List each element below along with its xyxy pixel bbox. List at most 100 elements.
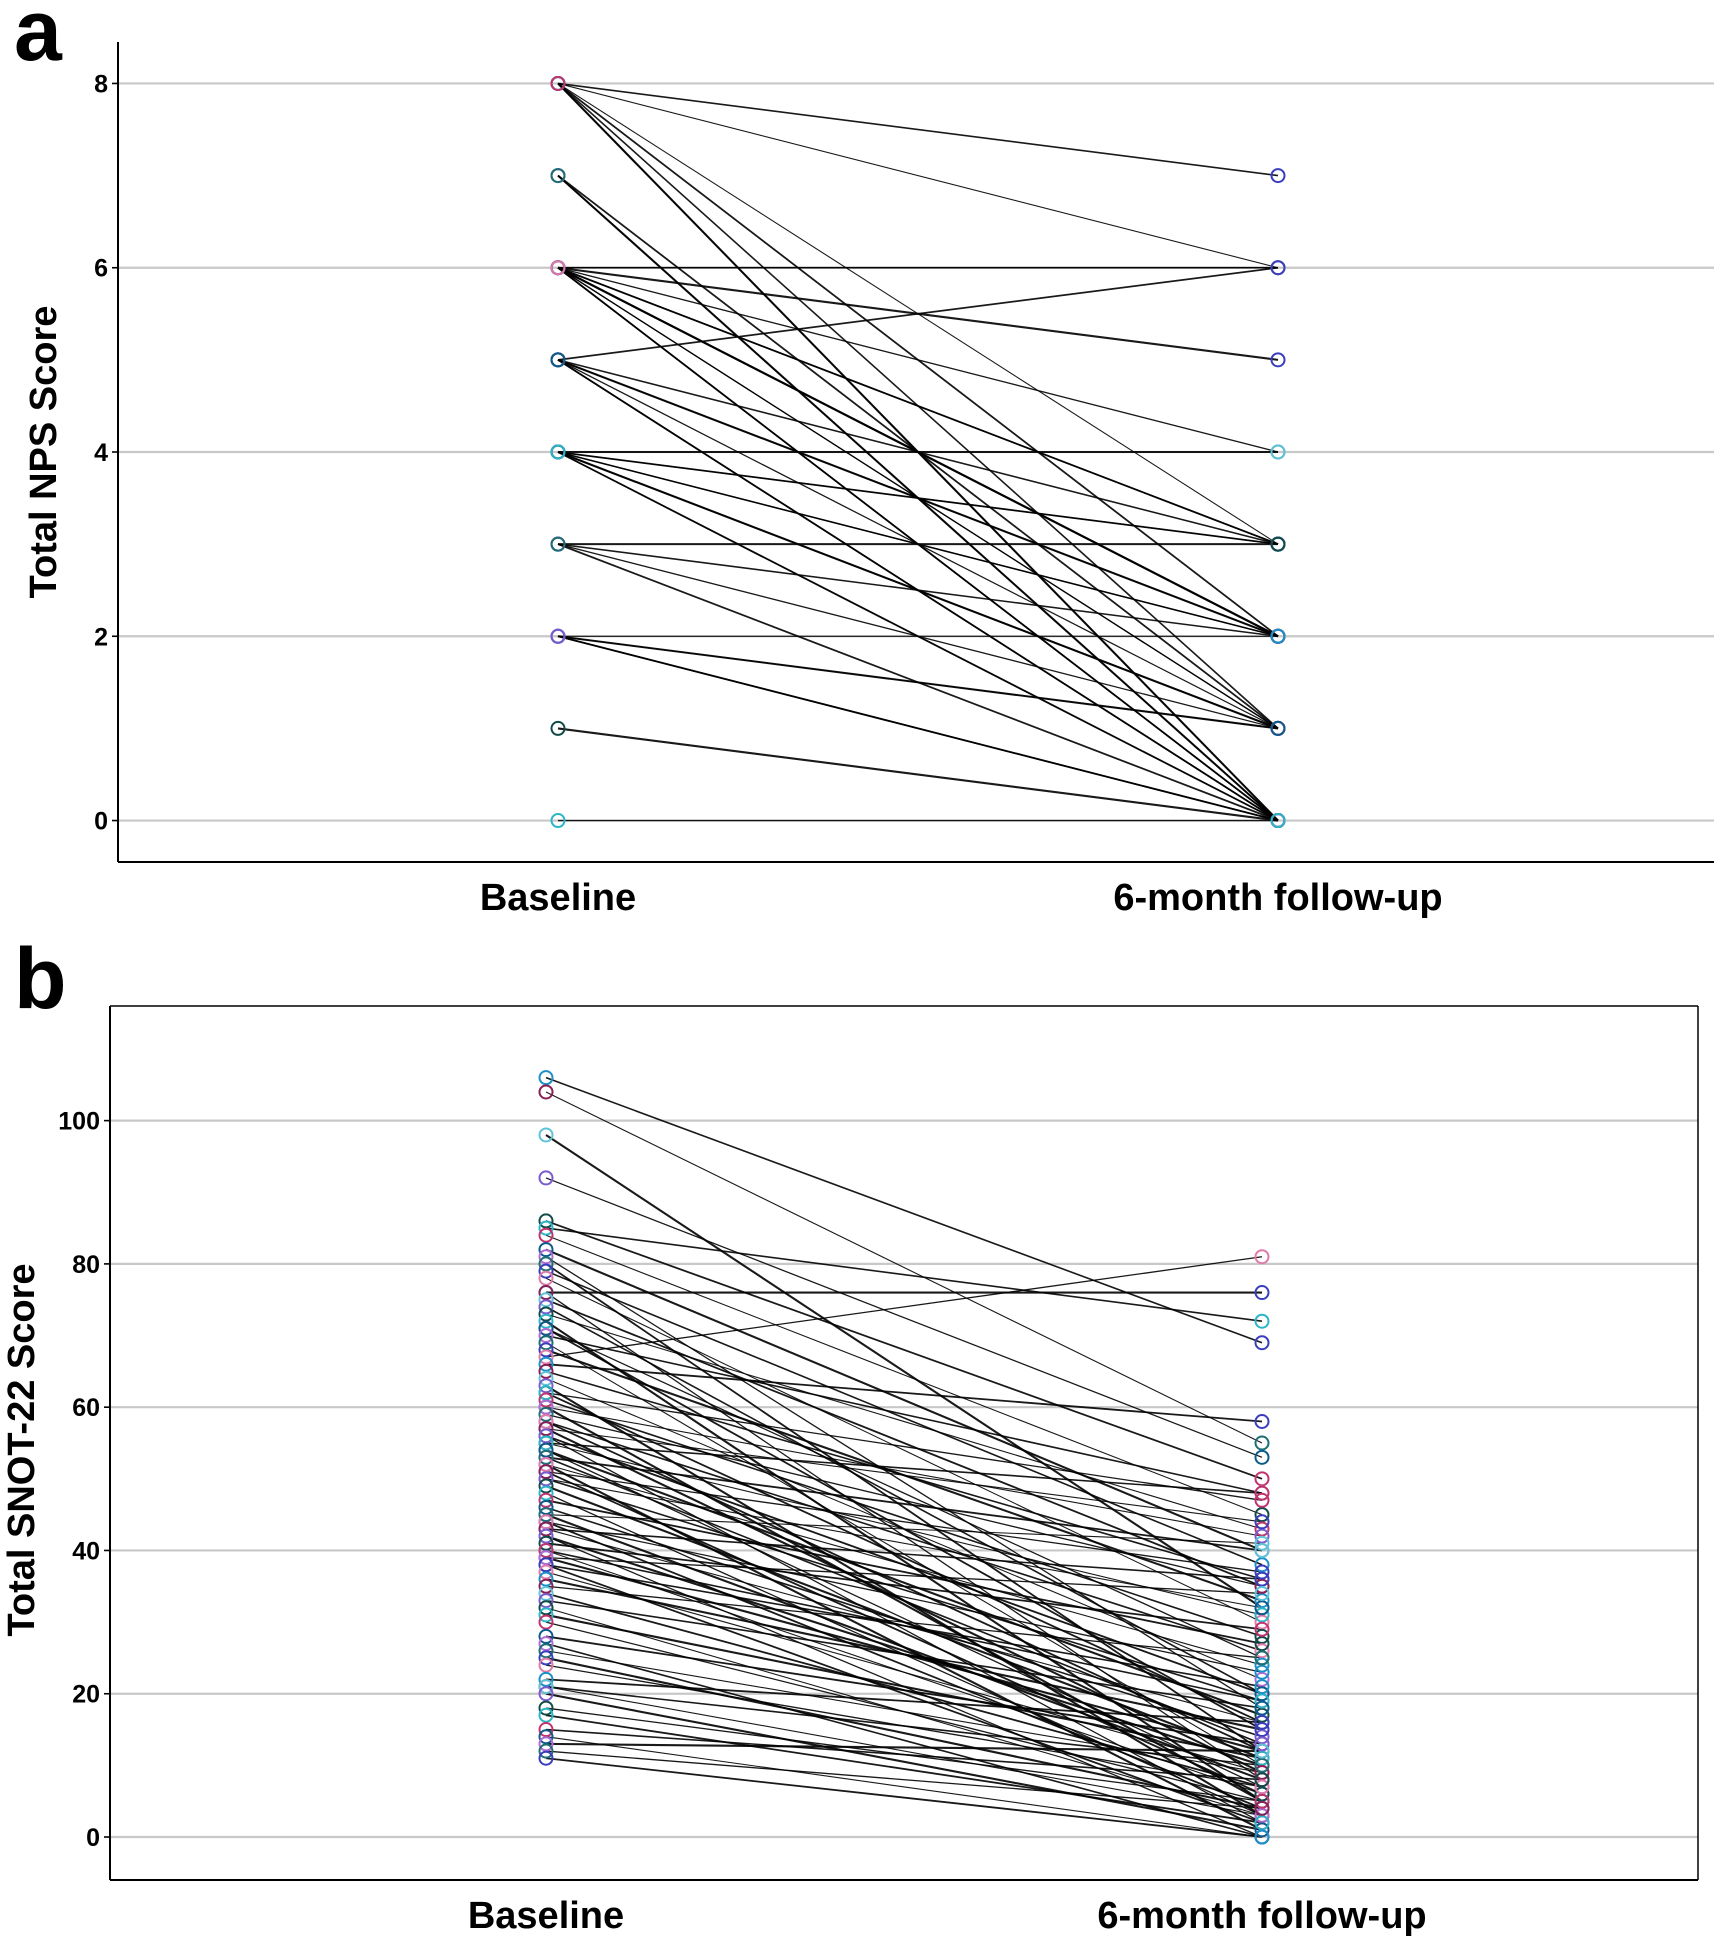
paired-line [545,1392,1263,1724]
baseline-point [538,1399,554,1415]
paired-line [545,1256,1263,1709]
baseline-point [550,536,566,552]
baseline-point [538,1542,554,1558]
paired-line [545,1270,1263,1566]
followup-point [1254,1714,1270,1730]
paired-line [545,1277,1263,1623]
followup-point [1254,1600,1270,1616]
followup-point [1254,1492,1270,1508]
panel-b-paired-lines [545,1076,1263,1838]
followup-point [1254,1528,1270,1544]
paired-line [545,1478,1263,1609]
paired-line [557,727,1279,822]
followup-point [1254,1507,1270,1523]
baseline-point [538,1722,554,1738]
followup-point [1254,1514,1270,1530]
followup-point [1254,1793,1270,1809]
panel-a-category-baseline: Baseline [480,877,636,919]
paired-line [545,1514,1263,1544]
followup-point [1254,1607,1270,1623]
followup-point [1254,1750,1270,1766]
baseline-point [538,1636,554,1652]
followup-point [1254,1657,1270,1673]
baseline-point [538,1449,554,1465]
y-tick-label: 6 [94,255,108,283]
baseline-point [538,1600,554,1616]
followup-point [1254,1757,1270,1773]
paired-line [545,1248,1263,1552]
followup-point [1254,1650,1270,1666]
paired-line [545,1313,1263,1530]
followup-point [1254,1686,1270,1702]
paired-line [545,1599,1263,1709]
baseline-point [538,1729,554,1745]
baseline-point [538,1499,554,1515]
followup-point [1270,813,1286,829]
paired-line [545,1076,1263,1344]
followup-point [1254,1628,1270,1644]
followup-point [1254,1578,1270,1594]
baseline-point [538,1356,554,1372]
baseline-point [538,1414,554,1430]
paired-line [545,1399,1263,1638]
baseline-point [538,1263,554,1279]
paired-line [545,1585,1263,1659]
followup-point [1254,1471,1270,1487]
followup-point [1254,1779,1270,1795]
y-tick-label: 40 [72,1537,100,1565]
baseline-point [538,1736,554,1752]
followup-point [1254,1643,1270,1659]
followup-point [1254,1249,1270,1265]
paired-line [545,1757,1263,1838]
baseline-point [538,1507,554,1523]
baseline-point [538,1607,554,1623]
baseline-point [550,75,566,91]
followup-point [1254,1335,1270,1351]
paired-line [545,1334,1263,1494]
panel-a-paired-lines [557,82,1279,822]
y-tick-label: 20 [72,1681,100,1709]
baseline-point [538,1220,554,1236]
followup-point [1254,1736,1270,1752]
followup-point [1254,1435,1270,1451]
baseline-point [538,1170,554,1186]
followup-point [1254,1449,1270,1465]
followup-point [1270,536,1286,552]
baseline-point [538,1628,554,1644]
followup-point [1254,1829,1270,1845]
paired-line [545,1234,1263,1516]
paired-line [557,635,1279,822]
followup-point [1254,1564,1270,1580]
baseline-point [538,1521,554,1537]
paired-line [545,1678,1263,1724]
baseline-point [538,1578,554,1594]
followup-point [1254,1664,1270,1680]
baseline-point [538,1285,554,1301]
paired-line [545,1535,1263,1767]
paired-line [545,1563,1263,1824]
baseline-point [538,1084,554,1100]
followup-point [1254,1585,1270,1601]
baseline-point [538,1535,554,1551]
paired-line [545,1478,1263,1702]
followup-point [1270,168,1286,184]
followup-point [1254,1815,1270,1831]
baseline-point [538,1421,554,1437]
paired-line [557,82,1279,177]
paired-line [557,82,1279,269]
baseline-point [538,1127,554,1143]
baseline-point [538,1585,554,1601]
baseline-point [538,1571,554,1587]
paired-line [557,266,1279,361]
paired-line [545,1528,1263,1580]
followup-point [1254,1693,1270,1709]
baseline-point [538,1442,554,1458]
followup-point [1254,1614,1270,1630]
paired-line [545,1692,1263,1831]
paired-line [545,1520,1263,1810]
panel-a-points [550,75,1286,829]
y-tick-label: 2 [94,623,108,651]
panel-b-snot22-chart: b 0 20 40 60 80 100 Total SNOT-22 Score Basel… [1,931,1699,1937]
baseline-point [538,1650,554,1666]
followup-point [1254,1800,1270,1816]
